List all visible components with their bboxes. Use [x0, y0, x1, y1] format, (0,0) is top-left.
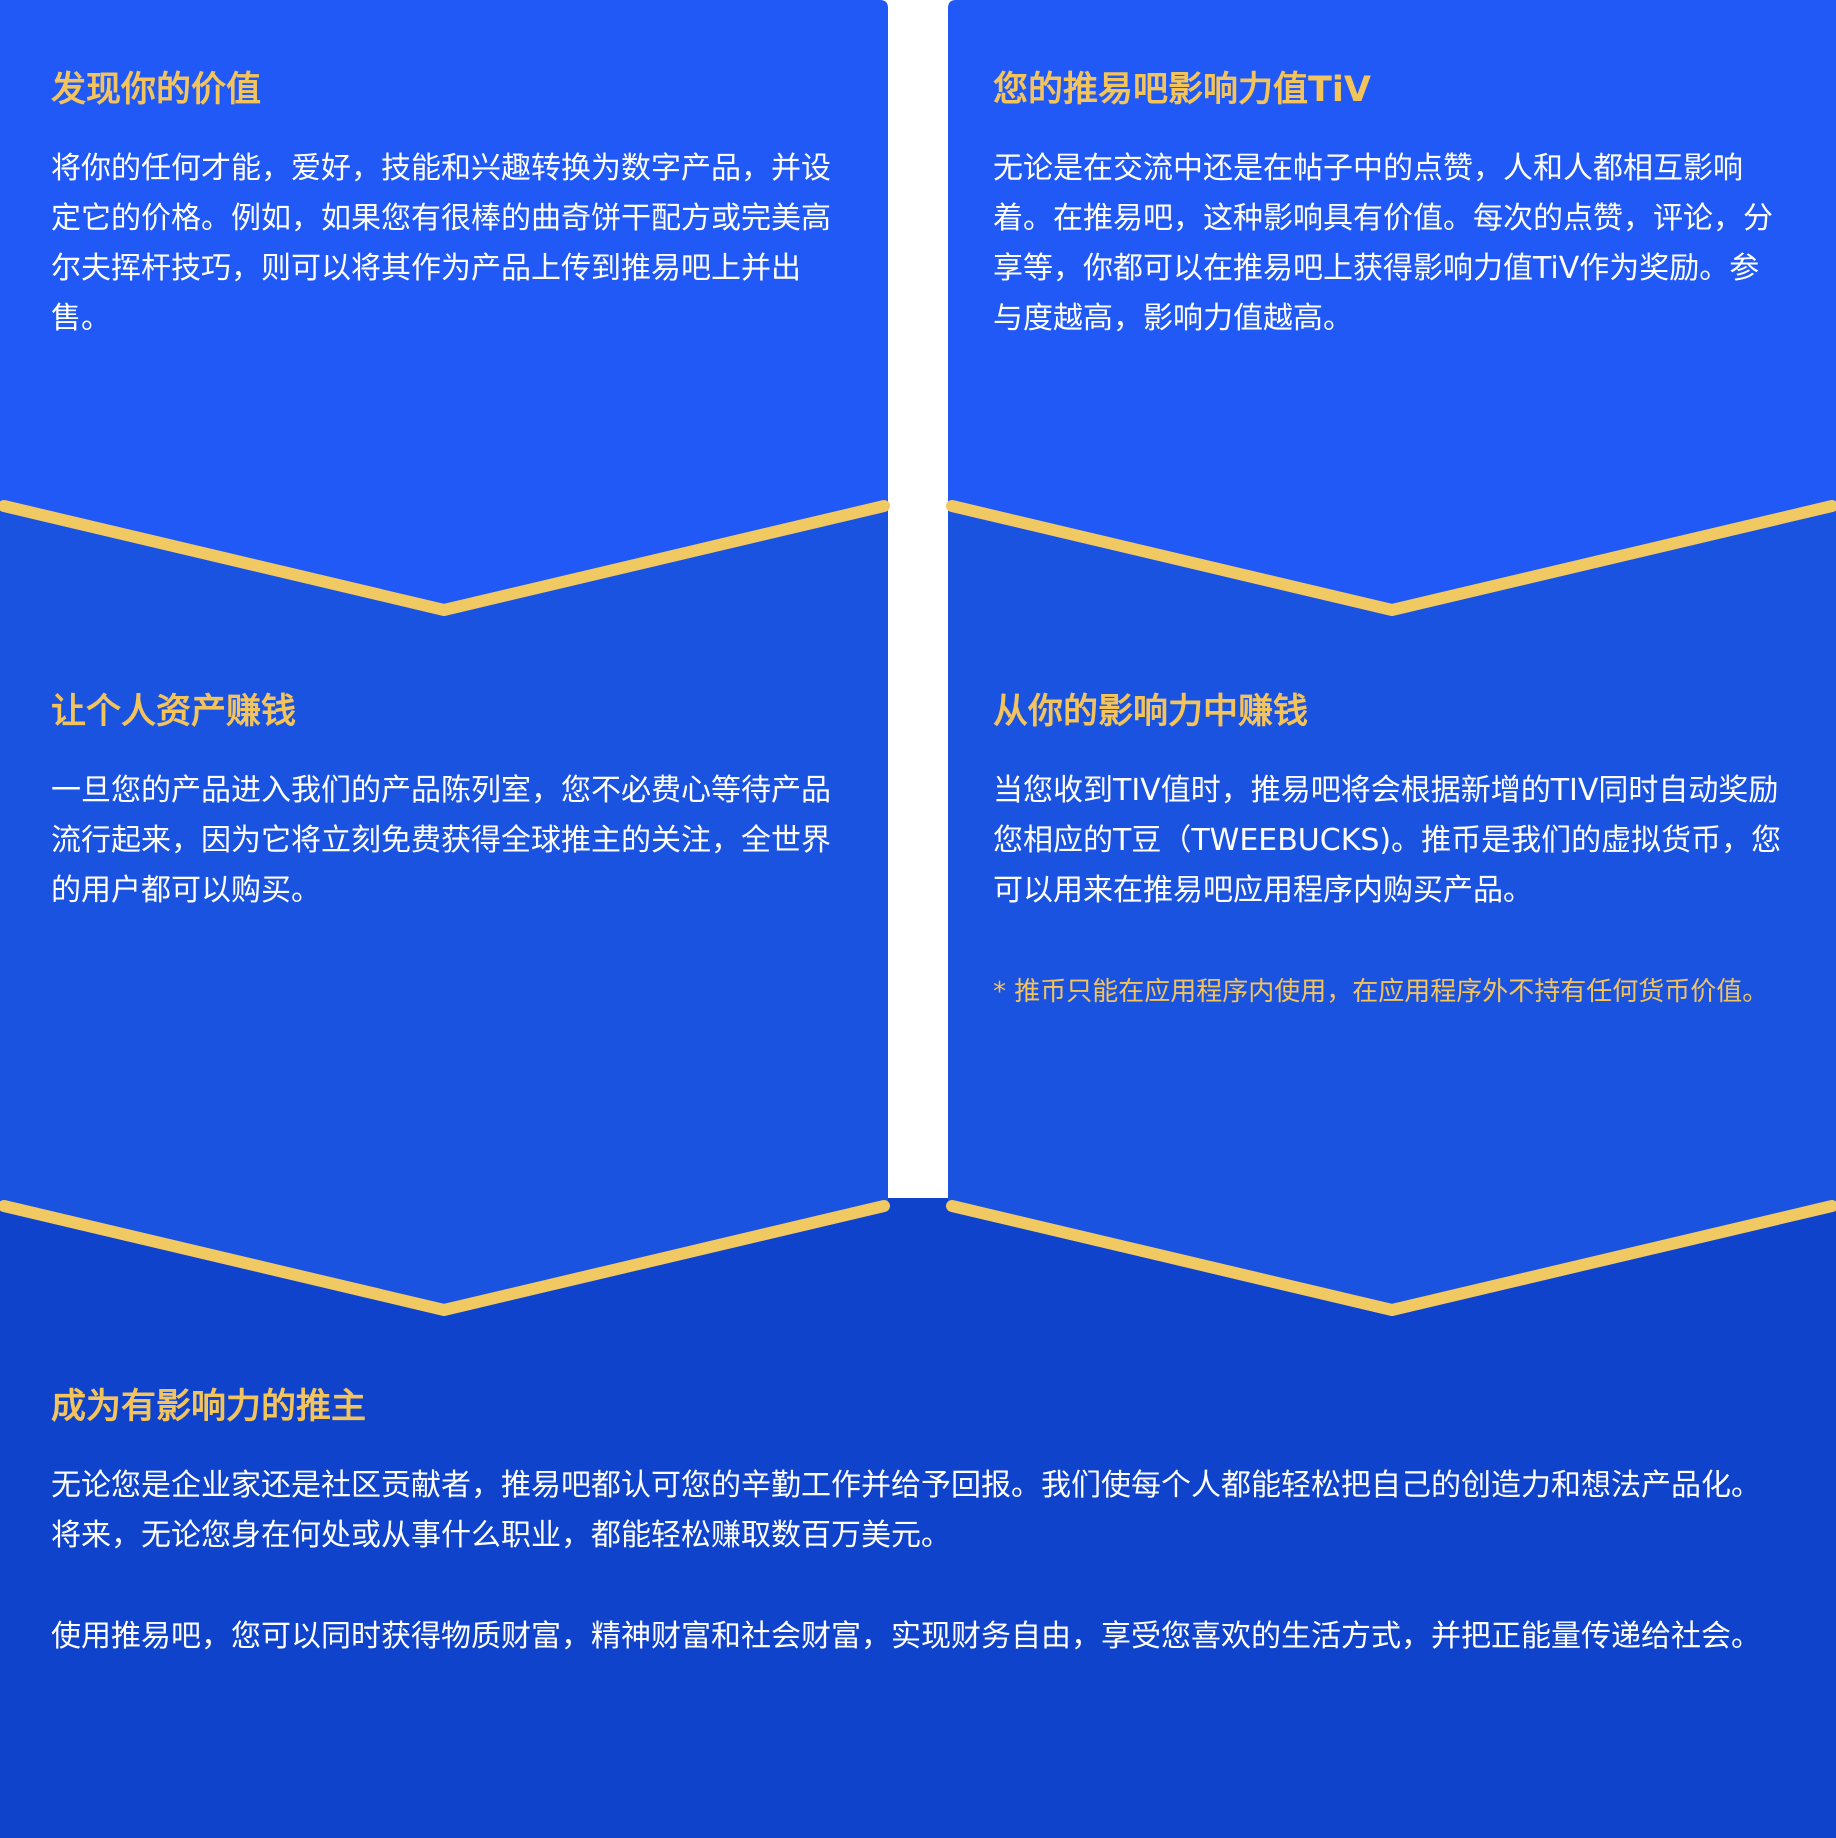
left-middle-panel [0, 470, 888, 1314]
discover-title: 发现你的价值 [51, 70, 262, 110]
right-middle-panel [948, 470, 1836, 1314]
left-top-panel [0, 0, 888, 614]
influence-value-body: 无论是在交流中还是在帖子中的点赞，人和人都相互影响着。在推易吧，这种影响具有价值… [993, 151, 1773, 336]
influence-value-title: 您的推易吧影响力值TiV [993, 70, 1371, 110]
discover-body: 将你的任何才能，爱好，技能和兴趣转换为数字产品，并设定它的价格。例如，如果您有很… [51, 151, 831, 336]
left-middle-chevron [0, 1200, 890, 1316]
right-top-chevron [946, 500, 1836, 616]
influencer-title: 成为有影响力的推主 [51, 1387, 367, 1427]
influencer-paragraph-1: 无论您是企业家还是社区贡献者，推易吧都认可您的辛勤工作并给予回报。我们使每个人都… [51, 1468, 1761, 1553]
right-top-panel [948, 0, 1836, 614]
left-top-chevron [0, 500, 890, 616]
earn-influence-title: 从你的影响力中赚钱 [993, 692, 1309, 732]
assets-title: 让个人资产赚钱 [51, 692, 297, 732]
right-middle-chevron [946, 1200, 1836, 1316]
earn-influence-note: * 推币只能在应用程序内使用，在应用程序外不持有任何货币价值。 [993, 977, 1769, 1007]
influencer-paragraph-2: 使用推易吧，您可以同时获得物质财富，精神财富和社会财富，实现财务自由，享受您喜欢… [51, 1619, 1761, 1654]
bottom-panel [0, 1198, 1836, 1838]
assets-body: 一旦您的产品进入我们的产品陈列室，您不必费心等待产品流行起来，因为它将立刻免费获… [51, 773, 831, 908]
earn-influence-body: 当您收到TIV值时，推易吧将会根据新增的TIV同时自动奖励您相应的T豆（TWEE… [993, 773, 1782, 908]
